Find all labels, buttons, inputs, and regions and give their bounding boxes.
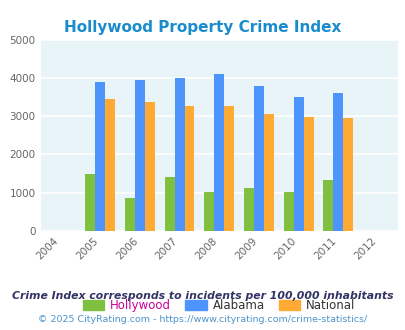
Bar [254,86,263,231]
Legend: Hollywood, Alabama, National: Hollywood, Alabama, National [78,294,359,317]
Bar [214,74,224,231]
Bar [125,198,134,231]
Text: © 2025 CityRating.com - https://www.cityrating.com/crime-statistics/: © 2025 CityRating.com - https://www.city… [38,315,367,324]
Bar [164,178,174,231]
Bar [85,174,95,231]
Bar [243,188,254,231]
Bar [224,106,234,231]
Bar [293,97,303,231]
Bar [303,117,313,231]
Bar [174,78,184,231]
Text: Crime Index corresponds to incidents per 100,000 inhabitants: Crime Index corresponds to incidents per… [12,291,393,301]
Bar [283,192,293,231]
Bar [343,118,352,231]
Bar [263,114,273,231]
Bar [323,181,333,231]
Bar [333,93,343,231]
Bar [95,82,105,231]
Bar [204,192,214,231]
Bar [145,102,154,231]
Text: Hollywood Property Crime Index: Hollywood Property Crime Index [64,20,341,35]
Bar [105,99,115,231]
Bar [184,106,194,231]
Bar [134,80,145,231]
